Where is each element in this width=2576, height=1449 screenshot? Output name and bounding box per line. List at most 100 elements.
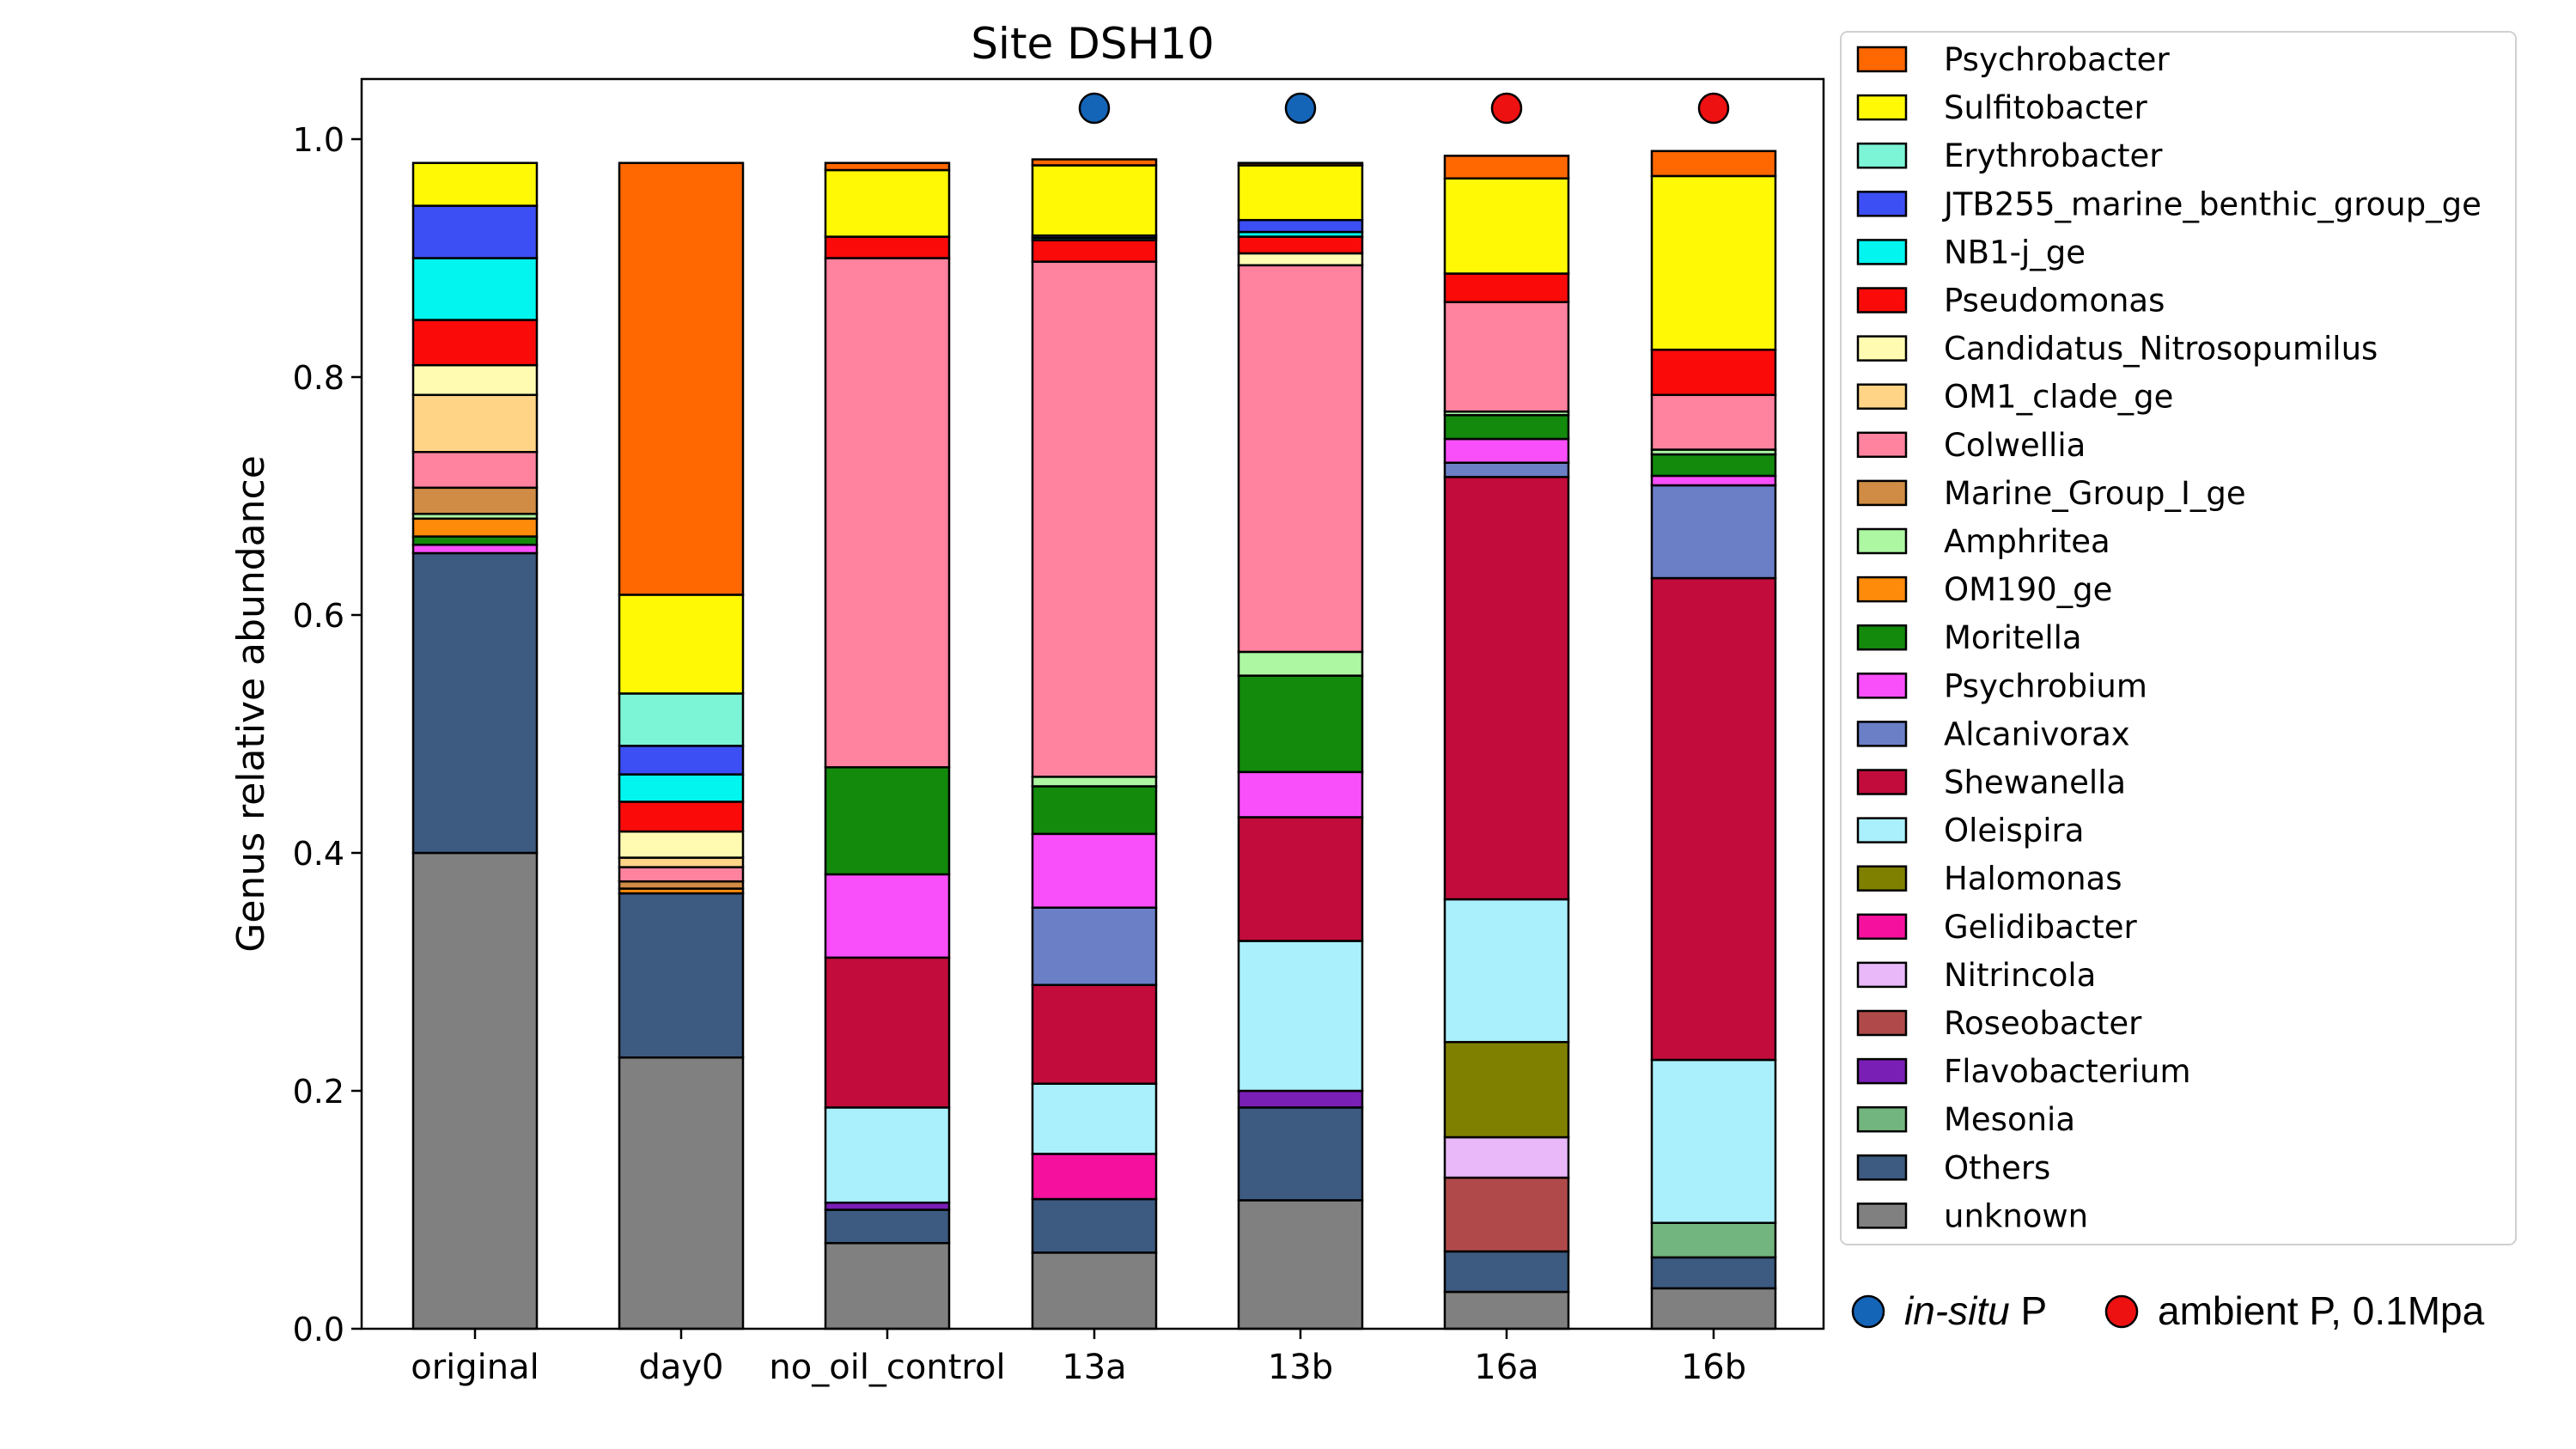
bar-segment xyxy=(1443,1040,1570,1139)
bar-segment xyxy=(618,161,745,596)
bar-segment xyxy=(1650,484,1777,580)
legend-swatch xyxy=(1856,287,1908,314)
bar-segment xyxy=(1650,453,1777,478)
legend-label: Amphritea xyxy=(1944,523,2110,560)
bar-segment xyxy=(824,1106,951,1204)
bar-segment xyxy=(1031,1082,1158,1155)
bar-segment xyxy=(824,766,951,876)
legend-swatch xyxy=(1856,191,1908,217)
bar-segment xyxy=(1443,155,1570,180)
legend-label: Marine_Group_I_ge xyxy=(1944,475,2246,512)
y-tick-label: 0.2 xyxy=(293,1073,344,1111)
x-tick-label: day0 xyxy=(638,1348,723,1387)
bar-segment xyxy=(824,235,951,259)
bar-segment xyxy=(1443,476,1570,901)
bar-segment xyxy=(411,161,539,207)
x-tick-label: 16a xyxy=(1474,1348,1538,1387)
bar-segment xyxy=(618,692,745,747)
chart-title: Site DSH10 xyxy=(971,19,1214,69)
bar-segment xyxy=(618,1056,745,1330)
legend-swatch xyxy=(1856,913,1908,941)
bar-segment xyxy=(1031,1197,1158,1254)
legend-swatch xyxy=(1856,1105,1908,1133)
legend-swatch xyxy=(1856,1154,1908,1181)
bar-segment xyxy=(618,801,745,833)
bar-segment xyxy=(1237,816,1364,942)
legend-swatch xyxy=(1856,624,1908,651)
legend-label: Others xyxy=(1944,1149,2050,1186)
bar-segment xyxy=(1237,674,1364,774)
bar-segment xyxy=(618,866,745,883)
bar-segment xyxy=(1650,474,1777,487)
legend-box xyxy=(1840,31,2517,1245)
bar-segment xyxy=(1237,264,1364,654)
legend-label: Psychrobium xyxy=(1944,667,2147,704)
legend-swatch xyxy=(1856,46,1908,73)
x-tick-label: 16b xyxy=(1681,1348,1746,1387)
bar-segment xyxy=(1650,1256,1777,1290)
bar-segment xyxy=(824,956,951,1109)
bar-segment xyxy=(1443,414,1570,441)
marker-legend-dot xyxy=(1851,1294,1885,1329)
legend-swatch xyxy=(1856,239,1908,265)
bar-segment xyxy=(411,544,539,555)
plot-frame xyxy=(360,77,1825,1330)
marker-legend-text: P xyxy=(2010,1288,2047,1333)
legend-label: Pseudomonas xyxy=(1944,283,2165,320)
y-tick-label: 0.0 xyxy=(293,1311,344,1349)
legend-label: Sulfitobacter xyxy=(1944,89,2147,126)
legend-label: OM190_ge xyxy=(1944,571,2112,608)
legend-label: Shewanella xyxy=(1944,764,2126,801)
bar-segment xyxy=(1443,177,1570,275)
bar-segment xyxy=(1443,1176,1570,1253)
legend-label: NB1-j_ge xyxy=(1944,234,2086,271)
bar-segment xyxy=(1237,1199,1364,1330)
legend-swatch xyxy=(1856,817,1908,843)
bar-segment xyxy=(1237,161,1364,167)
marker-legend-label: ambient P, 0.1Mpa xyxy=(2158,1288,2485,1333)
legend-label: Candidatus_Nitrosopumilus xyxy=(1944,331,2378,368)
legend-swatch xyxy=(1856,431,1908,459)
bar-segment xyxy=(824,161,951,172)
x-axis: original day0 no_oil_control 13a 13b 16a 16b xyxy=(411,1329,1746,1387)
bar-segment xyxy=(1031,260,1158,778)
legend-label: Colwellia xyxy=(1944,427,2086,464)
condition-marker xyxy=(1078,92,1111,125)
bar-segment xyxy=(411,486,539,515)
legend: Psychrobacter Sulfitobacter Erythrobacter J… xyxy=(1840,31,2517,1245)
bar-segment xyxy=(1443,1250,1570,1294)
bar-segment xyxy=(824,873,951,959)
bar-segment xyxy=(824,257,951,769)
bar-segment xyxy=(411,319,539,367)
bar-segment xyxy=(618,830,745,859)
bars-layer xyxy=(411,149,1777,1330)
bar-segment xyxy=(1237,940,1364,1093)
bar-segment xyxy=(1237,218,1364,234)
condition-marker xyxy=(1284,92,1317,125)
legend-swatch xyxy=(1856,673,1908,699)
bar-segment xyxy=(1650,576,1777,1062)
bar-segment xyxy=(1237,252,1364,267)
bar-segment xyxy=(1443,301,1570,413)
legend-swatch xyxy=(1856,142,1908,169)
bar-segment xyxy=(1443,898,1570,1044)
bar-segment xyxy=(618,773,745,803)
marker-legend-italic: in-situ xyxy=(1904,1288,2010,1333)
x-tick-label: original xyxy=(411,1348,539,1387)
y-tick-label: 0.8 xyxy=(293,359,344,397)
y-tick-label: 0.4 xyxy=(293,835,344,873)
bar-segment xyxy=(1031,776,1158,788)
legend-label: Mesonia xyxy=(1944,1101,2075,1138)
bar-segment xyxy=(824,1209,951,1245)
marker-legend-dot xyxy=(2104,1294,2139,1329)
bar-segment xyxy=(411,204,539,259)
bar-segment xyxy=(411,393,539,454)
bar-segment xyxy=(618,892,745,1059)
legend-swatch xyxy=(1856,961,1908,989)
bar-segment xyxy=(1031,832,1158,909)
legend-label: Flavobacterium xyxy=(1944,1053,2191,1090)
legend-label: Erythrobacter xyxy=(1944,137,2163,174)
bar-segment xyxy=(1650,348,1777,397)
bar-segment xyxy=(1443,1290,1570,1330)
